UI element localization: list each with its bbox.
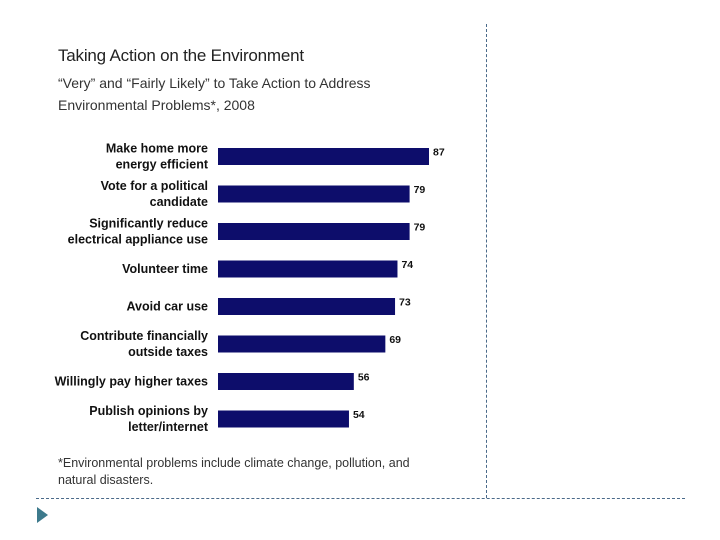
- play-arrow-icon[interactable]: [37, 507, 48, 523]
- bar-3: [218, 260, 398, 278]
- value-label-0: 87: [433, 147, 445, 159]
- value-label-7: 54: [353, 409, 365, 421]
- value-label-4: 73: [399, 297, 411, 309]
- bar-0: [218, 148, 429, 165]
- chart-subtitle: “Very” and “Fairly Likely” to Take Actio…: [58, 75, 371, 113]
- category-label-3-line-0: Volunteer time: [122, 262, 208, 276]
- chart-title: Taking Action on the Environment: [58, 46, 304, 65]
- chart-footnote: *Environmental problems include climate …: [58, 456, 410, 487]
- category-label-0-line-0: Make home more: [106, 142, 208, 156]
- category-label-2-line-0: Significantly reduce: [89, 217, 208, 231]
- value-label-6: 56: [358, 372, 370, 384]
- bar-7: [218, 410, 349, 428]
- category-label-2-line-1: electrical appliance use: [68, 233, 208, 247]
- category-label-5-line-1: outside taxes: [128, 345, 208, 359]
- category-label-4-line-0: Avoid car use: [126, 300, 208, 314]
- category-label-5-line-0: Contribute financially: [80, 329, 208, 343]
- bar-2: [218, 223, 410, 240]
- vertical-divider: [486, 24, 487, 498]
- value-label-3: 74: [401, 259, 413, 271]
- horizontal-divider: [36, 498, 685, 499]
- category-label-6-line-0: Willingly pay higher taxes: [55, 375, 208, 389]
- bar-1: [218, 185, 410, 203]
- value-label-5: 69: [389, 334, 401, 346]
- bar-6: [218, 373, 354, 390]
- category-label-7-line-1: letter/internet: [128, 420, 209, 434]
- value-label-1: 79: [414, 184, 426, 196]
- category-label-0-line-1: energy efficient: [116, 158, 209, 172]
- category-label-7-line-0: Publish opinions by: [89, 404, 208, 418]
- category-label-1-line-0: Vote for a political: [101, 179, 208, 193]
- category-label-1-line-1: candidate: [150, 195, 208, 209]
- bar-4: [218, 298, 396, 315]
- value-label-2: 79: [414, 222, 426, 234]
- bar-5: [218, 335, 386, 353]
